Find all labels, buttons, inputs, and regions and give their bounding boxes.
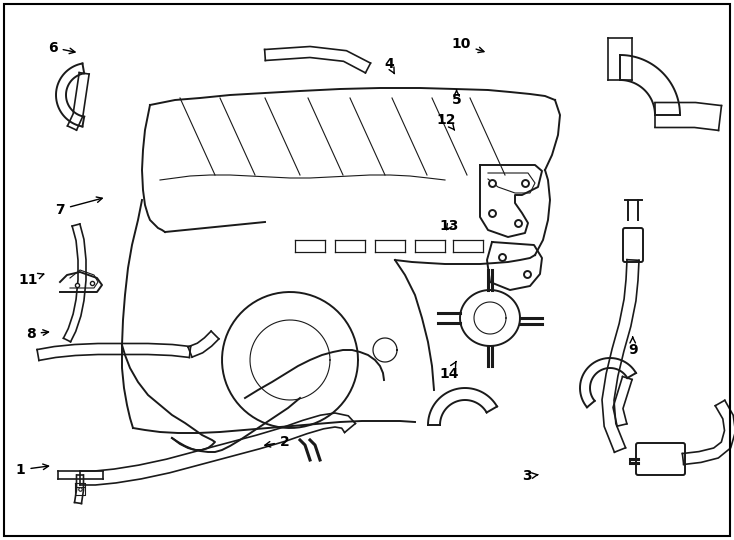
- Text: 10: 10: [451, 37, 484, 52]
- FancyBboxPatch shape: [623, 228, 643, 262]
- Text: 7: 7: [55, 197, 102, 217]
- Text: 3: 3: [522, 469, 538, 483]
- FancyBboxPatch shape: [636, 443, 685, 475]
- Text: 6: 6: [48, 40, 75, 55]
- Text: 14: 14: [440, 361, 459, 381]
- Text: 11: 11: [18, 273, 44, 287]
- Text: 12: 12: [437, 113, 456, 130]
- Text: 13: 13: [440, 219, 459, 233]
- Text: 4: 4: [384, 57, 394, 73]
- Text: 8: 8: [26, 327, 48, 341]
- Text: 1: 1: [15, 463, 48, 477]
- Text: 5: 5: [451, 90, 462, 107]
- Text: 2: 2: [265, 435, 290, 449]
- Text: 9: 9: [628, 337, 638, 357]
